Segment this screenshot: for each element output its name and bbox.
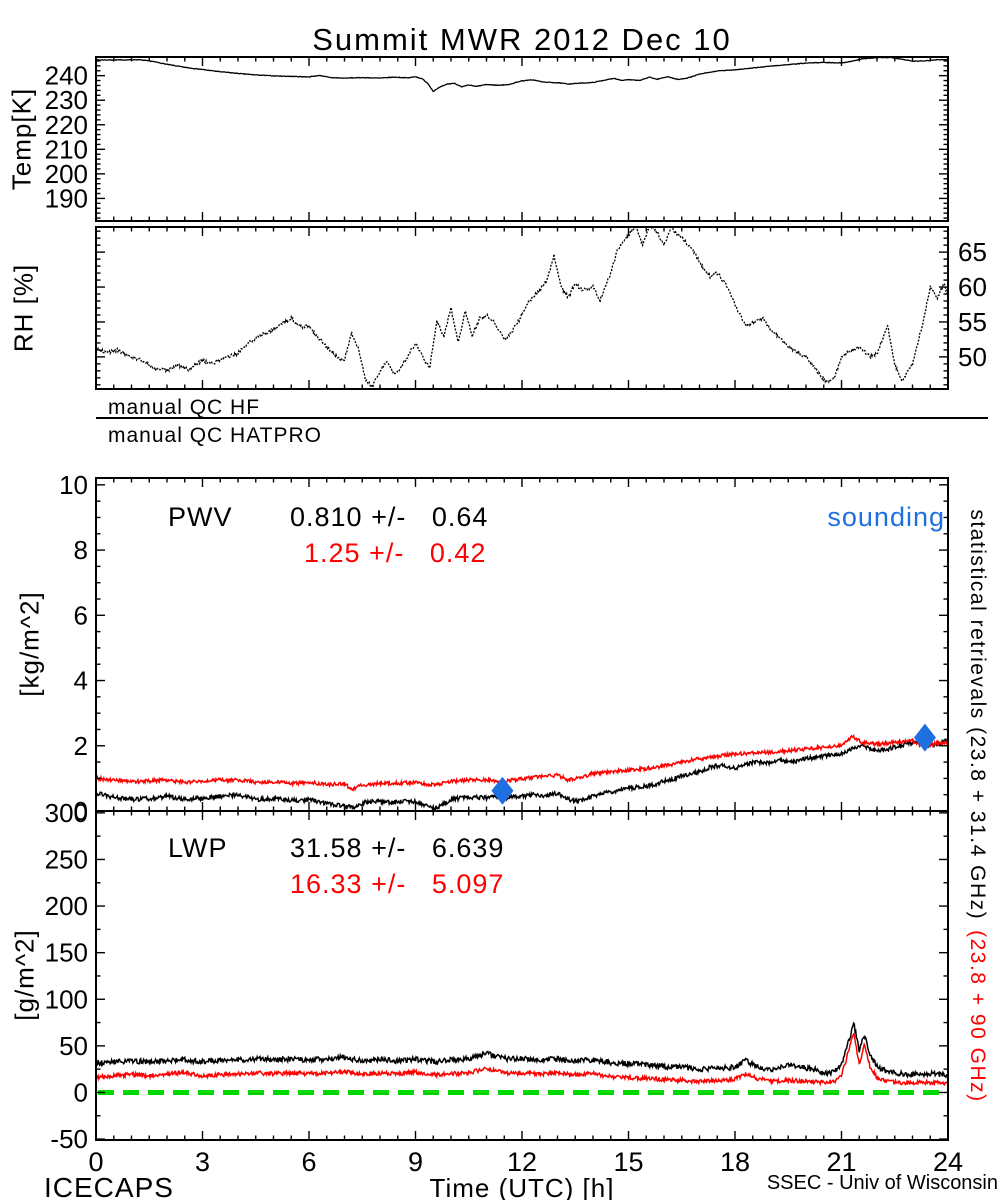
lwp-ytick-label: 300 (45, 798, 88, 828)
lwp-ytick-label: 250 (45, 844, 88, 874)
x-axis-tick-label: 21 (826, 1147, 856, 1177)
pwv-axis-title: [kg/m^2] (14, 591, 45, 697)
lwp-ytick-label: -50 (50, 1124, 88, 1154)
x-axis-tick-label: 0 (88, 1147, 103, 1177)
lwp-axis-title: [g/m^2] (9, 929, 40, 1021)
pwv-panel-label: PWV (168, 502, 233, 532)
rh-ytick-label: 50 (958, 342, 987, 372)
qc-hatpro-label: manual QC HATPRO (108, 424, 322, 447)
lwp-stats-black: 31.58 +/- 6.639 (290, 833, 505, 863)
pwv-ytick-label: 8 (74, 535, 88, 565)
pwv-ytick-label: 2 (74, 731, 88, 761)
rh-ytick-label: 60 (958, 272, 987, 302)
x-axis-tick-label: 9 (408, 1147, 423, 1177)
x-axis-tick-label: 6 (301, 1147, 316, 1177)
sounding-marker (491, 776, 514, 805)
series-relative-humidity (96, 227, 948, 389)
rh-axis-title: RH [%] (8, 263, 39, 353)
temp-ytick-label: 240 (45, 61, 88, 91)
pwv-ytick-label: 6 (74, 600, 88, 630)
institution-label: SSEC - Univ of Wisconsin (766, 1172, 998, 1194)
lwp-stats-red: 16.33 +/- 5.097 (290, 869, 505, 899)
page-title: Summit MWR 2012 Dec 10 (312, 22, 732, 57)
lwp-ytick-label: 50 (59, 1031, 88, 1061)
temp-panel-box (95, 56, 949, 222)
x-axis-tick-label: 18 (720, 1147, 750, 1177)
series-brightness-temperature (96, 57, 948, 93)
temp-ytick-label: 190 (45, 183, 88, 213)
pwv-stats-black: 0.810 +/- 0.64 (290, 502, 489, 532)
lwp-ytick-label: 100 (45, 984, 88, 1014)
qc-hf-label: manual QC HF (108, 396, 261, 419)
series-pwv-23.8-31.4GHz (96, 737, 948, 811)
temp-ytick-label: 210 (45, 134, 88, 164)
project-label: ICECAPS (44, 1172, 174, 1200)
pwv-ytick-label: 4 (74, 666, 88, 696)
right-retrieval-label-red: (23.8 + 90 GHz) (966, 930, 989, 1103)
qc-separator-line (96, 417, 988, 419)
temp-axis-title: Temp[K] (6, 87, 37, 191)
sounding-marker (913, 723, 936, 752)
sounding-legend-label: sounding (827, 502, 945, 532)
series-lwp-23.8-90GHz (96, 1032, 948, 1087)
x-axis-tick-label: 15 (613, 1147, 643, 1177)
series-pwv-23.8-90GHz (96, 734, 948, 792)
rh-ytick-label: 55 (958, 307, 987, 337)
x-axis-tick-label: 24 (933, 1147, 963, 1177)
temp-ytick-label: 230 (45, 85, 88, 115)
lwp-ytick-label: 150 (45, 938, 88, 968)
pwv-ytick-label: 10 (59, 470, 88, 500)
x-axis-tick-label: 12 (507, 1147, 537, 1177)
lwp-ytick-label: 200 (45, 891, 88, 921)
rh-panel-box (95, 226, 949, 390)
temp-ytick-label: 200 (45, 159, 88, 189)
lwp-panel-label: LWP (168, 833, 228, 863)
pwv-ytick-label: 0 (74, 796, 88, 826)
temp-ytick-label: 220 (45, 110, 88, 140)
series-lwp-23.8-31.4GHz (96, 1021, 948, 1079)
x-axis-title: Time (UTC) [h] (429, 1173, 615, 1200)
rh-ytick-label: 65 (958, 237, 987, 267)
right-retrieval-label-black: statistical retrievals (23.8 + 31.4 GHz) (966, 509, 989, 921)
lwp-ytick-label: 0 (74, 1077, 88, 1107)
pwv-stats-red: 1.25 +/- 0.42 (304, 538, 487, 568)
x-axis-tick-label: 3 (195, 1147, 210, 1177)
right-retrieval-label: statistical retrievals (23.8 + 31.4 GHz)… (965, 509, 989, 1102)
